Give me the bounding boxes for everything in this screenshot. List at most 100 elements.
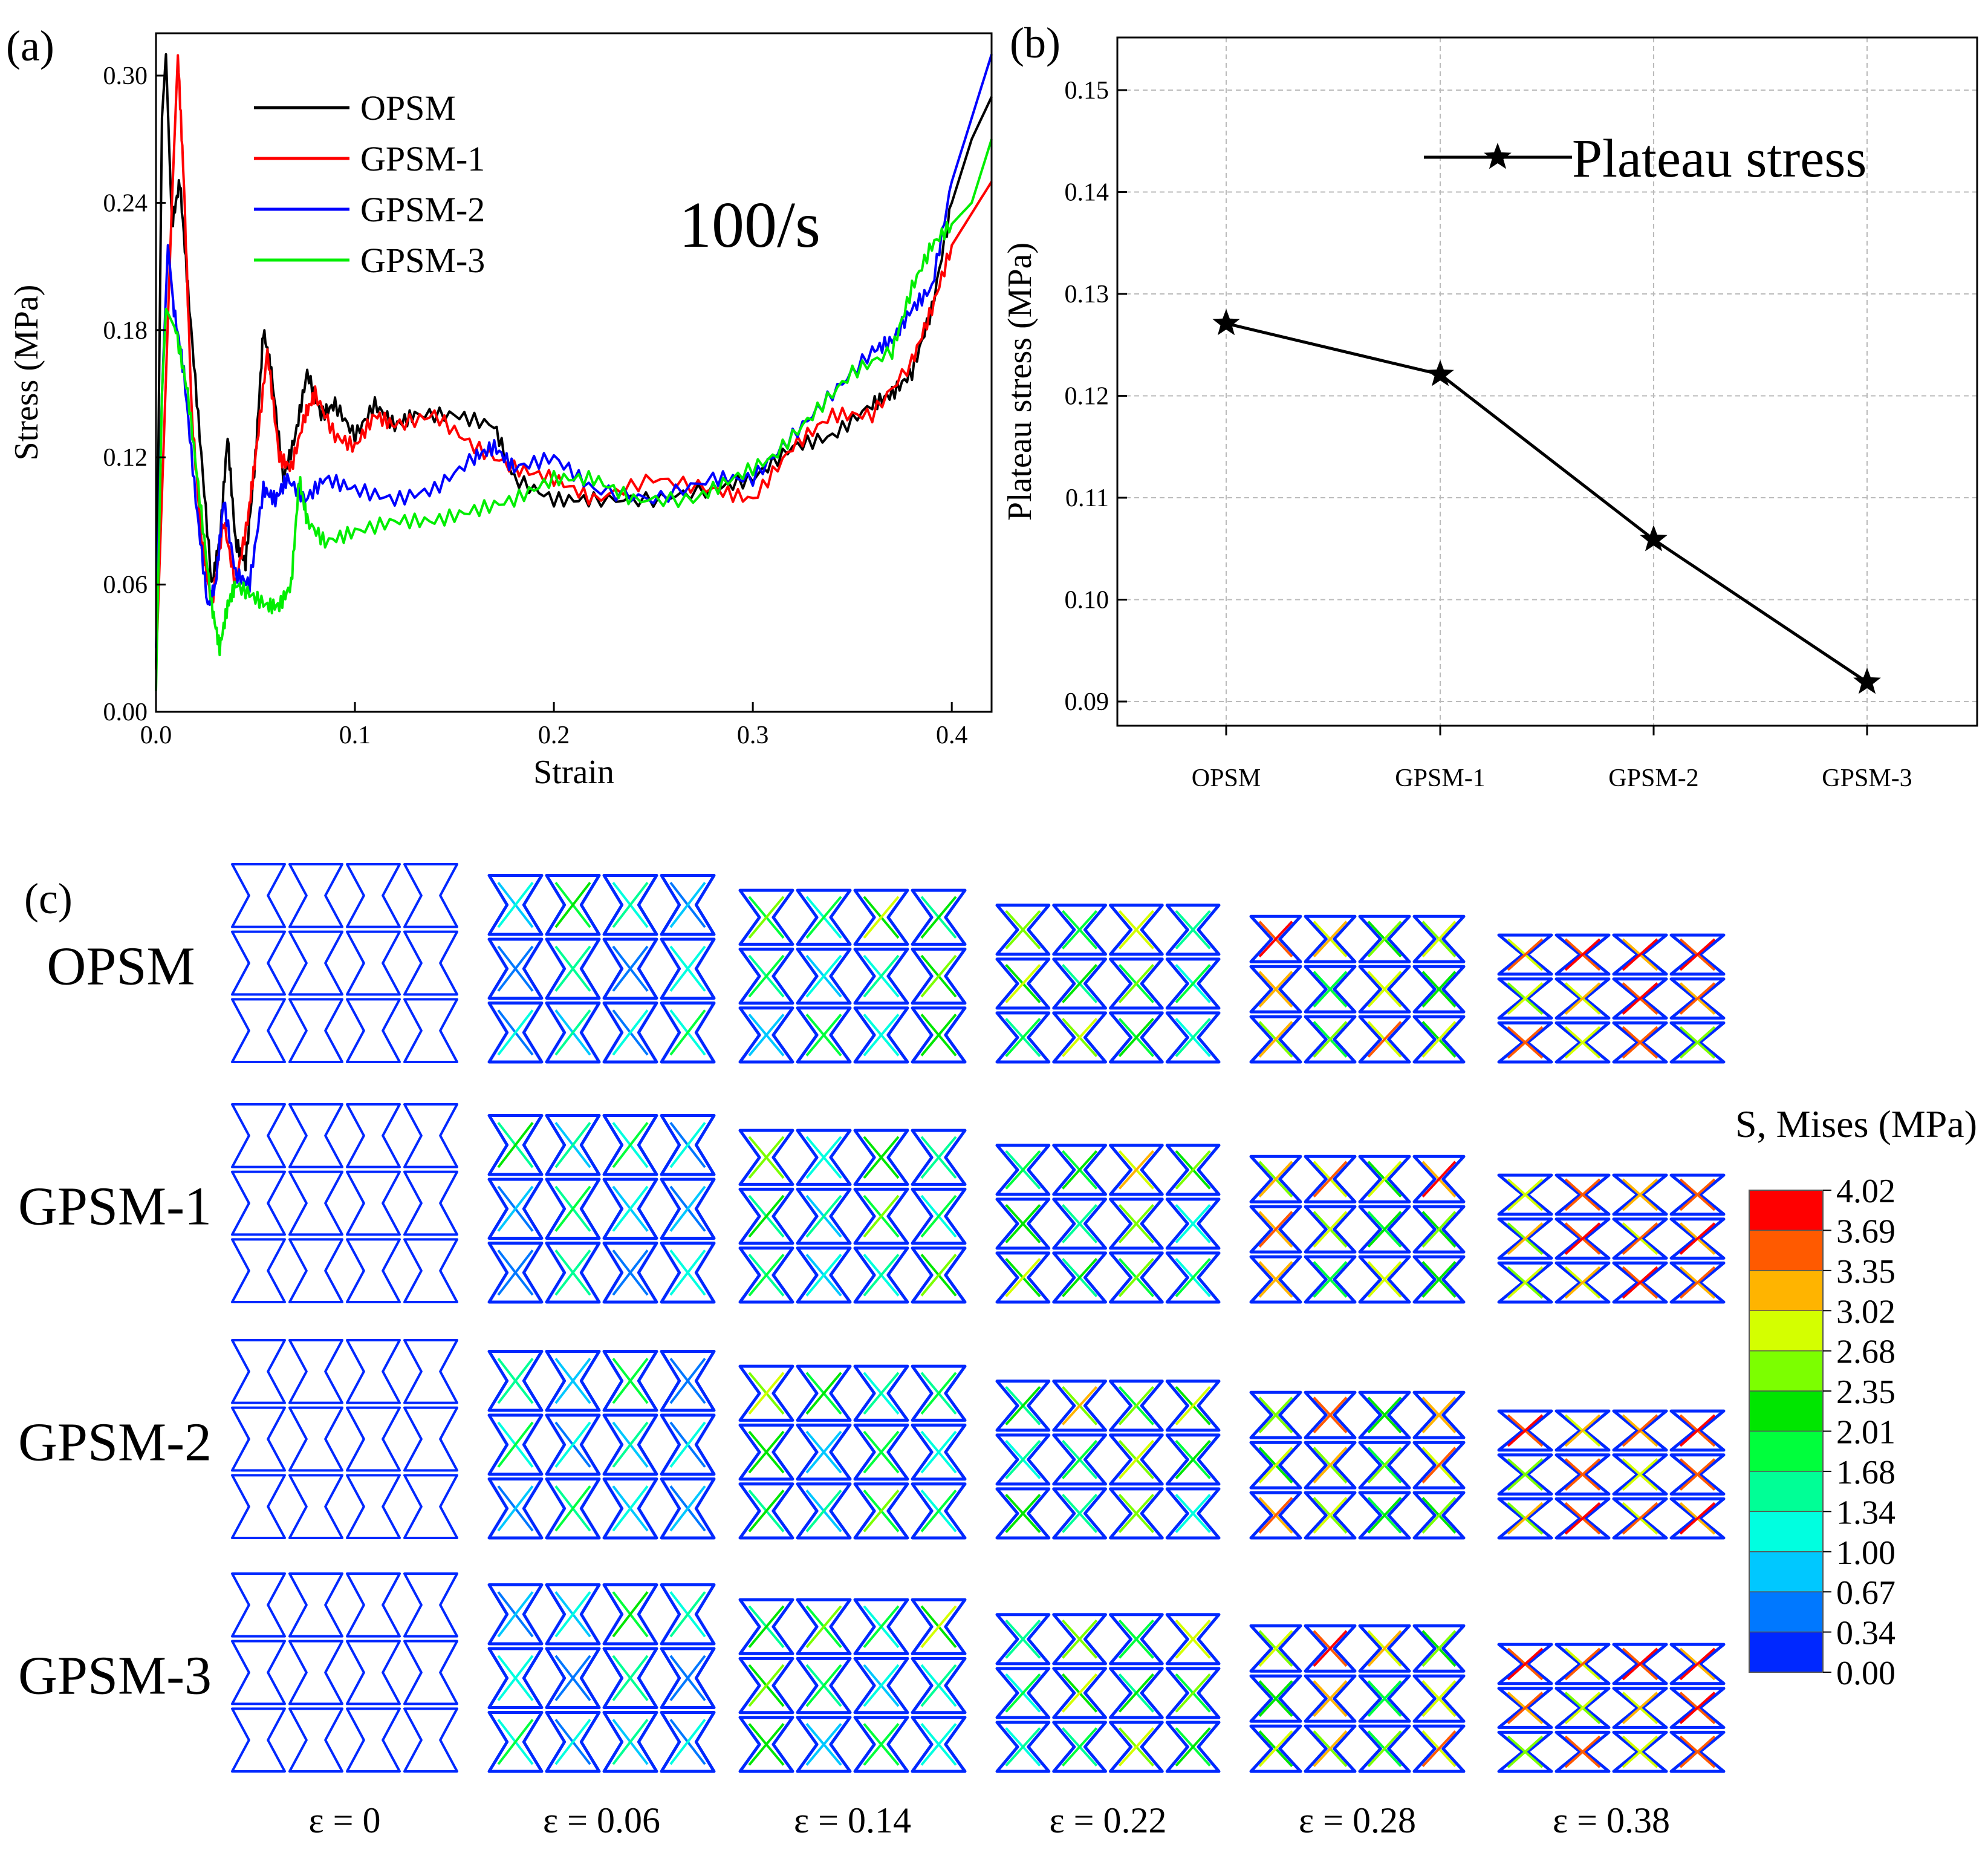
stress-strut: [497, 1185, 534, 1232]
lattice-cell: [1109, 1379, 1164, 1432]
lattice-cell: [853, 1187, 909, 1245]
lattice-cell: [1304, 1015, 1357, 1064]
colorbar-title: S, Mises (MPa): [1735, 1103, 1977, 1145]
stress-strut: [1258, 1730, 1293, 1767]
stress-strut: [805, 1605, 842, 1649]
lattice-cell: [1497, 1173, 1553, 1216]
lattice-cell: [796, 947, 852, 1005]
lattice-cell: [660, 1177, 716, 1240]
lattice-cell: [1109, 1251, 1164, 1304]
lattice-cell: [1165, 1667, 1221, 1719]
structure-row-labels: OPSM GPSM-1 GPSM-2 GPSM-3: [18, 937, 212, 1706]
stress-strain-curves: [155, 53, 993, 691]
colorbar-segment: [1749, 1430, 1824, 1472]
stress-strut: [920, 1490, 957, 1532]
panel-a-label: (a): [6, 22, 54, 70]
stress-strut: [748, 1372, 785, 1415]
panel-b-label: (b): [1010, 19, 1061, 67]
lattice-cell: [1358, 1441, 1411, 1490]
stress-strut: [1679, 1458, 1716, 1491]
lattice-cell: [346, 1170, 401, 1236]
plateau-line: [1226, 322, 1868, 684]
lattice-cell: [346, 930, 401, 996]
colorbar-value: 4.02: [1836, 1173, 1895, 1210]
stress-strut: [497, 1249, 534, 1296]
stress-strut: [554, 1719, 591, 1765]
lattice-cell: [796, 1598, 852, 1655]
snapshot-gpsm-2-5: [1497, 1409, 1726, 1540]
stress-strut: [1622, 1502, 1658, 1535]
lattice-cell: [1412, 1155, 1466, 1203]
lattice-cell: [1497, 977, 1553, 1020]
stress-strut: [1062, 1439, 1098, 1479]
stress-strut: [1313, 1161, 1348, 1198]
lattice-cell: [602, 1711, 658, 1773]
stress-strut: [1679, 1222, 1716, 1255]
lattice-cell: [1304, 1390, 1357, 1439]
stress-strut: [1005, 1150, 1041, 1190]
stress-strut: [554, 1591, 591, 1638]
lattice-cell: [487, 1002, 544, 1064]
lattice-cell: [602, 937, 658, 1000]
stress-strut: [805, 1430, 842, 1474]
stress-strut: [1421, 1396, 1457, 1434]
snapshot-opsm-5: [1497, 933, 1726, 1064]
lattice-cell: [995, 1613, 1051, 1666]
plateau-point-gpsm-1: [1426, 360, 1454, 386]
x-tick-label: 0.1: [339, 721, 371, 749]
lattice-cell: [288, 1238, 343, 1303]
stress-strut: [748, 1254, 785, 1297]
stress-strut: [1118, 1439, 1154, 1479]
lattice-cell: [1052, 1667, 1107, 1719]
stress-strut: [669, 1249, 706, 1296]
stress-strut: [1679, 1692, 1716, 1724]
stress-strut: [1367, 1447, 1402, 1484]
lattice-cell: [1554, 1409, 1611, 1452]
stress-strut: [1622, 1735, 1658, 1768]
lattice-cell: [1612, 1217, 1668, 1260]
lattice-cell: [995, 1379, 1051, 1432]
lattice-cell: [545, 1477, 601, 1540]
lattice-cell: [1612, 1453, 1668, 1496]
lattice-cell: [1358, 965, 1411, 1014]
stress-strut: [1507, 1735, 1544, 1768]
stress-strut: [1313, 1396, 1348, 1434]
lattice-cell: [911, 1006, 967, 1064]
lattice-cell: [288, 1406, 343, 1472]
stress-strut: [1175, 1150, 1211, 1190]
lattice-cell: [1052, 1011, 1107, 1064]
stress-strut: [1679, 1502, 1716, 1535]
lattice-cell: [1412, 1015, 1466, 1064]
lattice-cell: [288, 998, 343, 1063]
lattice-cell: [231, 1238, 286, 1303]
lattice-cell: [1412, 1674, 1466, 1723]
stress-strut: [554, 1655, 591, 1701]
lattice-cell: [1358, 914, 1411, 963]
lattice-cell: [1412, 1624, 1466, 1673]
stress-strut: [1258, 1261, 1293, 1298]
stress-strut: [1564, 938, 1601, 971]
stress-strut: [1062, 1257, 1098, 1297]
lattice-cell: [487, 1242, 544, 1304]
stress-strut: [1118, 910, 1154, 949]
stress-strut: [1622, 982, 1658, 1015]
snapshot-gpsm-2-1: [487, 1349, 716, 1540]
lattice-cell: [1412, 1724, 1466, 1773]
stress-strut: [1679, 938, 1716, 971]
stress-strut: [863, 1664, 900, 1707]
lattice-cell: [660, 1242, 716, 1304]
stress-strut: [1679, 982, 1716, 1015]
panel-a-frame: [155, 32, 993, 713]
lattice-cell: [231, 1474, 286, 1539]
stress-strut: [612, 1122, 649, 1168]
stress-strut: [1367, 1497, 1402, 1534]
series-line-gpsm-3: [155, 138, 993, 691]
stress-strut: [1367, 1680, 1402, 1718]
lattice-cell: [796, 1187, 852, 1245]
stress-strut: [1005, 1257, 1041, 1297]
plateau-stress-series: [1212, 308, 1881, 694]
lattice-cell: [602, 1349, 658, 1412]
lattice-cell: [545, 1002, 601, 1064]
lattice-cell: [995, 957, 1051, 1010]
stress-strut: [1062, 963, 1098, 1003]
